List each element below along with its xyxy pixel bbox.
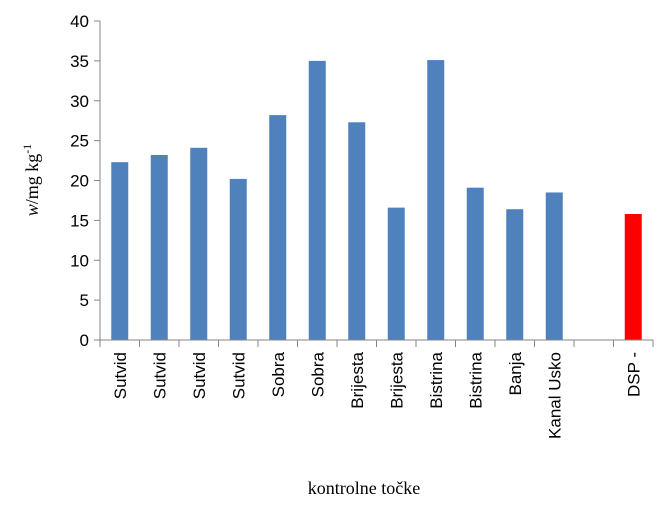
bar — [624, 213, 642, 340]
x-axis-ticks: Sutvid Sutvid Sutvid Sutvid Sobra Sobra Brijes… — [99, 340, 654, 439]
x-tick-label: Kanal Usko — [545, 352, 564, 439]
bar — [269, 115, 287, 340]
y-tick-label: 15 — [70, 211, 89, 230]
bar — [111, 162, 129, 340]
x-tick-label: Brijesta — [348, 351, 367, 408]
x-axis-title: kontrolne točke — [308, 478, 420, 498]
bars — [111, 60, 642, 340]
y-axis-ticks: 0 5 10 15 20 25 30 35 40 — [70, 12, 100, 350]
y-tick-label: 30 — [70, 92, 89, 111]
x-tick-label: Sutvid — [111, 352, 130, 399]
y-tick-label: 25 — [70, 132, 89, 151]
bar — [348, 122, 366, 340]
x-tick-label: Banja — [506, 351, 525, 395]
bar — [308, 60, 326, 340]
y-tick-label: 20 — [70, 172, 89, 191]
y-tick-label: 5 — [80, 291, 89, 310]
y-tick-label: 10 — [70, 251, 89, 270]
bar — [506, 209, 524, 340]
bar — [387, 207, 405, 340]
x-tick-label: Sobra — [308, 351, 327, 397]
bar — [190, 147, 208, 340]
x-tick-label: Sutvid — [229, 352, 248, 399]
y-axis-title: w/mg kg-1 — [20, 144, 42, 217]
bar — [150, 154, 168, 340]
x-tick-label: Sutvid — [190, 352, 209, 399]
x-tick-label: Sutvid — [150, 352, 169, 399]
bar — [427, 60, 445, 340]
y-tick-label: 40 — [70, 12, 89, 31]
x-tick-label: Bistrina — [466, 351, 485, 408]
x-tick-label: DSP - — [624, 352, 643, 397]
x-tick-label: Brijesta — [387, 351, 406, 408]
bar — [466, 187, 484, 340]
y-tick-label: 35 — [70, 52, 89, 71]
bar — [229, 178, 247, 340]
y-tick-label: 0 — [80, 331, 89, 350]
x-tick-label: Bistrina — [427, 351, 446, 408]
bar — [545, 192, 563, 340]
x-tick-label: Sobra — [269, 351, 288, 397]
